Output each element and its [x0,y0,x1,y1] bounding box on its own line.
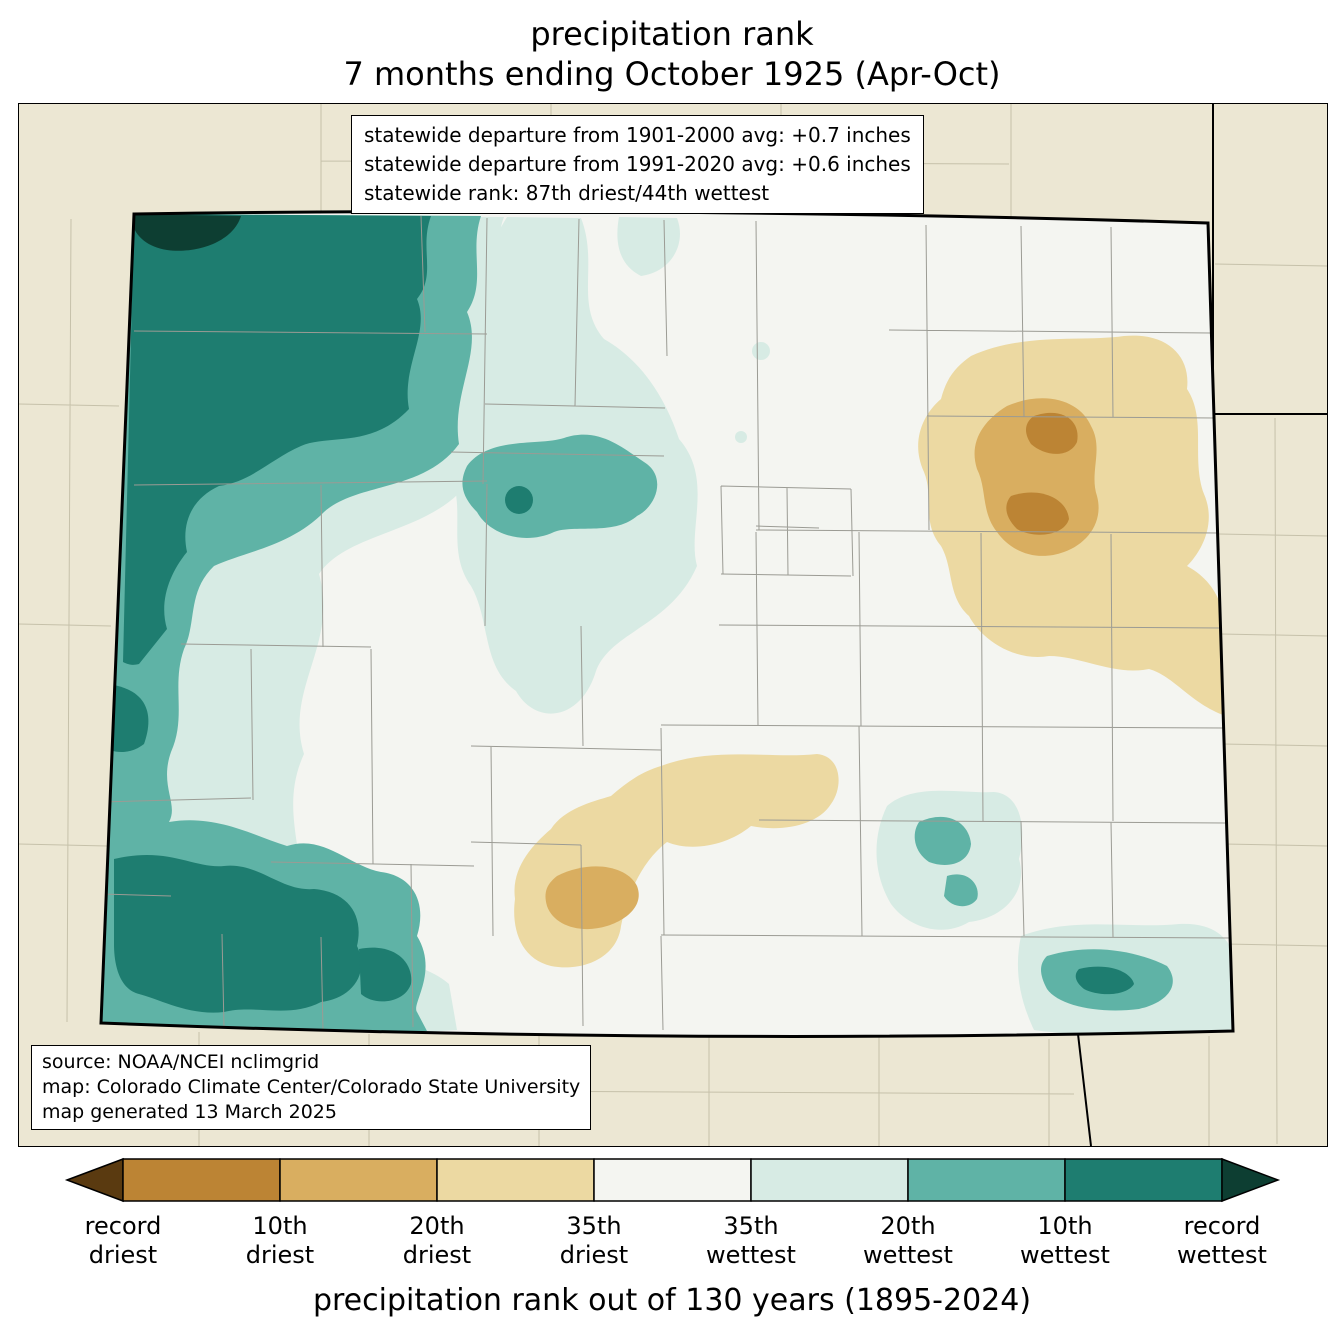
wet-spot-bottomright-dark [1075,966,1134,995]
label-bottom: wettest [706,1241,796,1269]
colorbar-seg-35th-wettest [750,1158,909,1202]
title-line2: 7 months ending October 1925 (Apr-Oct) [343,55,1001,93]
wet-speck-1 [752,342,770,360]
colorado-map [19,104,1327,1146]
label-bottom: wettest [1020,1241,1110,1269]
colorbar [64,1157,1281,1203]
county-lines [101,215,1233,1031]
wet-spot-central-dark [505,486,533,514]
state-interior [101,211,1233,1037]
colorbar-caption: precipitation rank out of 130 years (189… [312,1283,1032,1318]
dry-region-southcentral-medium [545,866,639,930]
colorbar-arrow-record-wettest [1221,1157,1281,1203]
label-bottom: driest [559,1241,629,1269]
map-panel: statewide departure from 1901-2000 avg: … [18,103,1328,1147]
wet-region-southwest-dark-lobe [359,947,412,1002]
stats-line-3: statewide rank: 87th driest/44th wettest [364,181,770,205]
label-bottom: driest [88,1241,158,1269]
title-line1: precipitation rank [530,15,814,53]
label-top: record [84,1212,162,1240]
label-bottom: driest [402,1241,472,1269]
colorbar-label-10th-driest: 10th driest [200,1212,360,1270]
source-line-2: map: Colorado Climate Center/Colorado St… [42,1076,581,1098]
source-line-3: map generated 13 March 2025 [42,1101,337,1123]
source-box: source: NOAA/NCEI nclimgrid map: Colorad… [31,1045,592,1130]
colorbar-seg-20th-wettest [907,1158,1066,1202]
wet-region-record-corner [134,214,241,251]
wet-speck-2 [735,431,747,443]
wet-region-southwest-dark [114,854,362,1013]
colorbar-label-20th-wettest: 20th wettest [828,1212,988,1270]
dry-core-northeast-b [1006,492,1069,535]
label-bottom: wettest [863,1241,953,1269]
colorbar-label-20th-driest: 20th driest [357,1212,517,1270]
colorbar-seg-35th-driest [436,1158,595,1202]
label-top: 10th [1037,1212,1093,1240]
colorbar-label-35th-driest: 35th driest [514,1212,674,1270]
colorbar-label-record-wettest: record wettest [1142,1212,1302,1270]
label-top: 35th [566,1212,622,1240]
source-line-1: source: NOAA/NCEI nclimgrid [42,1051,320,1073]
wet-region-northwest-dark [123,214,431,665]
wet-region-central-medium [462,434,658,539]
label-bottom: wettest [1177,1241,1267,1269]
stats-box: statewide departure from 1901-2000 avg: … [351,115,924,214]
colorbar-seg-10th-driest [122,1158,281,1202]
label-top: record [1183,1212,1261,1240]
stats-line-1: statewide departure from 1901-2000 avg: … [364,123,911,147]
label-top: 20th [880,1212,936,1240]
colorbar-seg-20th-driest [279,1158,438,1202]
label-bottom: driest [245,1241,315,1269]
label-top: 35th [723,1212,779,1240]
colorbar-label-10th-wettest: 10th wettest [985,1212,1145,1270]
page-title: precipitation rank 7 months ending Octob… [0,14,1344,94]
label-top: 10th [252,1212,308,1240]
wet-spot-southeast-a [914,816,971,865]
dry-core-northeast-a [1025,412,1078,454]
colorbar-label-35th-wettest: 35th wettest [671,1212,831,1270]
colorbar-seg-10th-wettest [1064,1158,1223,1202]
colorbar-arrow-record-driest [64,1157,124,1203]
wet-spot-southeast-b [944,874,978,907]
label-top: 20th [409,1212,465,1240]
wet-region-westedge-dark [107,684,149,752]
colorbar-seg-near-normal [593,1158,752,1202]
stats-line-2: statewide departure from 1991-2020 avg: … [364,152,911,176]
colorbar-label-record-driest: record driest [43,1212,203,1270]
